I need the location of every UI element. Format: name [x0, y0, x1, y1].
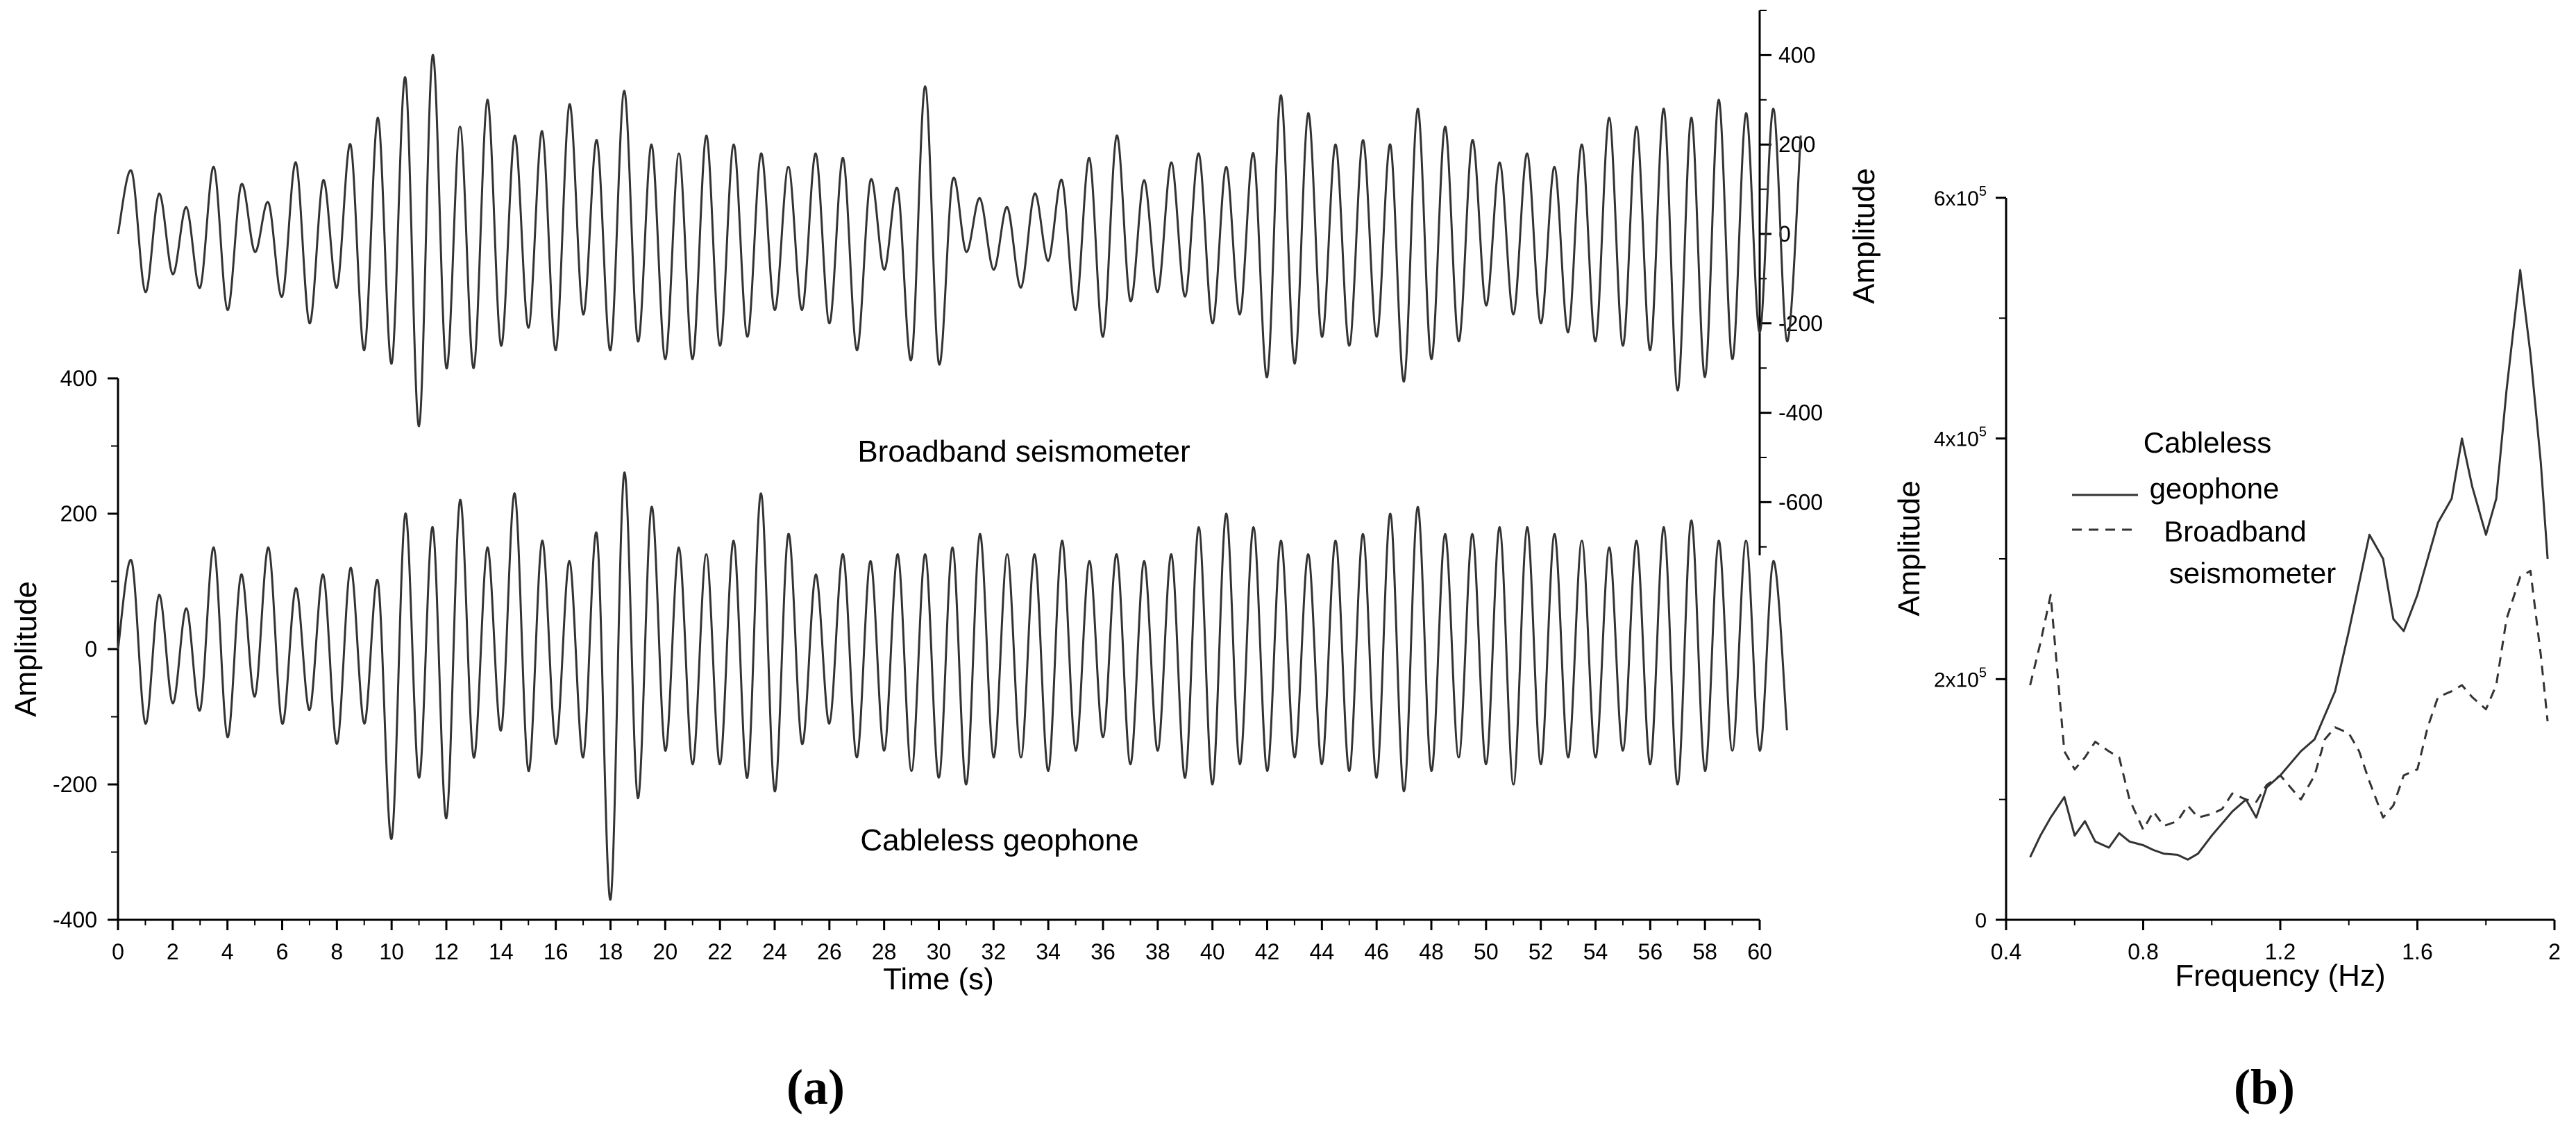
- x-tick-label: 38: [1145, 939, 1170, 964]
- left-y-axis-title: Amplitude: [9, 581, 43, 717]
- right-y-axis-title: Amplitude: [1847, 168, 1881, 304]
- left-y-tick-label: 200: [60, 501, 97, 526]
- x-tick-label: 16: [544, 939, 569, 964]
- right-y-tick-label: 200: [1778, 132, 1815, 157]
- b-x-tick-label: 1.2: [2265, 939, 2296, 964]
- legend-label-broadband-1: Broadband: [2164, 515, 2307, 548]
- series-line-broadband-seismometer: [117, 53, 1802, 428]
- annotation-broadband: Broadband seismometer: [857, 435, 1190, 469]
- right-y-tick-label: -600: [1778, 489, 1823, 514]
- x-tick-label: 32: [982, 939, 1007, 964]
- right-y-tick-label: -400: [1778, 401, 1823, 426]
- x-axis-title: Time (s): [883, 962, 994, 996]
- x-tick-label: 18: [598, 939, 623, 964]
- x-tick-label: 28: [872, 939, 897, 964]
- left-y-ticks: 400 200 0 -200 -400: [53, 366, 118, 932]
- x-tick-label: 2: [167, 939, 179, 964]
- panel-a-time-series: 0 2 4 6 8 10 12 14 16 18 20 22 24 26 28 30 32 34 36 38 40 42 4…: [9, 10, 1881, 1115]
- legend-label-cableless-2: geophone: [2150, 472, 2280, 505]
- b-y-tick-label: 2x105: [1934, 665, 1987, 691]
- b-x-tick-label: 1.6: [2402, 939, 2432, 964]
- left-y-tick-label: -200: [53, 772, 97, 797]
- x-tick-label: 26: [817, 939, 842, 964]
- panel-label-b: (b): [2234, 1059, 2295, 1115]
- legend-label-broadband-2: seismometer: [2169, 557, 2336, 589]
- x-tick-label: 58: [1692, 939, 1717, 964]
- b-y-tick-label: 6x105: [1934, 184, 1987, 210]
- x-tick-label: 4: [221, 939, 234, 964]
- b-y-tick-exponent: 5: [1979, 184, 1987, 199]
- x-tick-label: 10: [379, 939, 404, 964]
- panel-label-a: (a): [786, 1059, 845, 1115]
- x-tick-label: 30: [927, 939, 952, 964]
- x-tick-label: 40: [1200, 939, 1225, 964]
- b-x-tick-label: 2: [2548, 939, 2561, 964]
- x-tick-label: 36: [1091, 939, 1116, 964]
- spectrum-line-broadband-seismometer: [2029, 569, 2549, 831]
- left-y-tick-label: -400: [53, 907, 97, 932]
- b-x-tick-label: 0.4: [1991, 939, 2021, 964]
- x-tick-label: 48: [1419, 939, 1444, 964]
- b-y-tick-base: 6x10: [1934, 187, 1979, 210]
- left-y-tick-label: 0: [85, 637, 97, 662]
- b-y-tick-label: 0: [1975, 909, 1987, 932]
- x-tick-label: 50: [1474, 939, 1499, 964]
- x-tick-label: 14: [489, 939, 514, 964]
- x-tick-label: 12: [434, 939, 459, 964]
- left-y-tick-label: 400: [60, 366, 97, 391]
- b-series-group: [2029, 269, 2549, 861]
- legend-label-cableless-1: Cableless: [2144, 426, 2271, 459]
- legend: Cableless geophone Broadband seismometer: [2072, 426, 2336, 589]
- x-tick-label: 52: [1529, 939, 1554, 964]
- b-y-tick-exponent: 5: [1979, 665, 1987, 680]
- x-tick-label: 0: [112, 939, 124, 964]
- x-tick-label: 8: [330, 939, 343, 964]
- x-tick-label: 44: [1310, 939, 1335, 964]
- b-x-ticks: 0.4 0.8 1.2 1.6 2: [1991, 920, 2561, 964]
- x-tick-label: 42: [1255, 939, 1280, 964]
- x-tick-label: 56: [1638, 939, 1663, 964]
- b-y-tick-exponent: 5: [1979, 425, 1987, 440]
- b-y-tick-base: 4x10: [1934, 428, 1979, 451]
- x-tick-label: 46: [1364, 939, 1389, 964]
- x-tick-label: 34: [1036, 939, 1061, 964]
- b-y-axis-title: Amplitude: [1892, 480, 1926, 616]
- x-tick-label: 22: [707, 939, 732, 964]
- x-tick-label: 24: [762, 939, 787, 964]
- right-y-tick-label: 400: [1778, 42, 1815, 67]
- x-tick-label: 54: [1583, 939, 1608, 964]
- annotation-cableless: Cableless geophone: [860, 823, 1138, 857]
- series-line-cableless-geophone: [117, 471, 1788, 901]
- b-y-tick-base: 0: [1975, 909, 1987, 932]
- x-tick-label: 20: [653, 939, 678, 964]
- x-tick-label: 60: [1747, 939, 1772, 964]
- b-x-axis-title: Frequency (Hz): [2175, 959, 2385, 993]
- spectrum-line-cableless-geophone: [2029, 269, 2549, 861]
- b-y-tick-label: 4x105: [1934, 425, 1987, 451]
- x-ticks: 0 2 4 6 8 10 12 14 16 18 20 22 24 26 28 30 32 34 36 38 40 42 4…: [112, 920, 1772, 964]
- series-group: [117, 53, 1802, 901]
- b-y-tick-base: 2x10: [1934, 669, 1979, 691]
- x-tick-label: 6: [276, 939, 289, 964]
- b-x-tick-label: 0.8: [2128, 939, 2158, 964]
